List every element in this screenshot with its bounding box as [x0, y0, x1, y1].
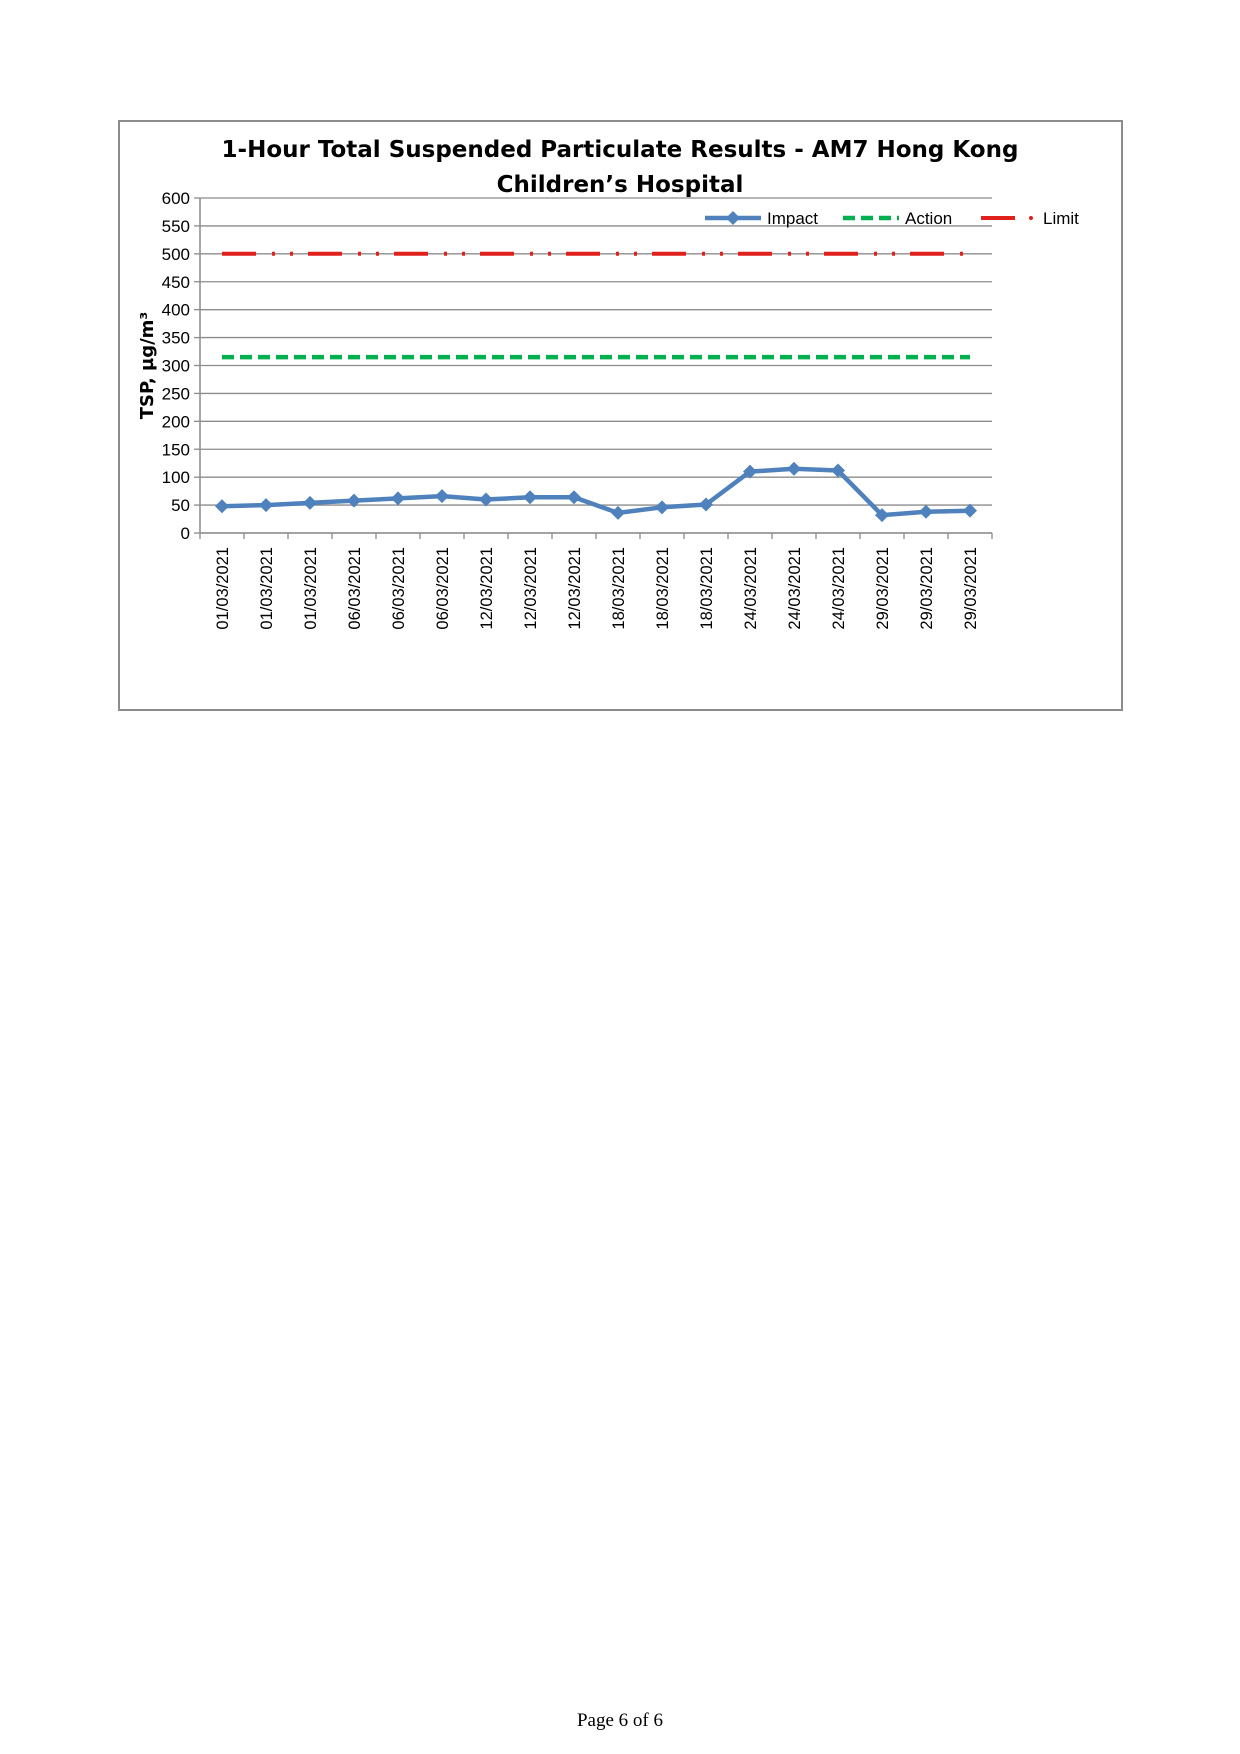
data-point-impact [919, 504, 933, 519]
x-tick-label: 01/03/2021 [214, 547, 232, 630]
chart-title: 1-Hour Total Suspended Particulate Resul… [222, 137, 1019, 198]
data-point-impact [875, 508, 889, 523]
data-point-impact [523, 490, 537, 505]
y-axis-tick-labels: 0 50 100 150 200 250 300 350 400 450 500 550 600 [162, 189, 190, 543]
y-tick-label-50: 50 [171, 496, 190, 515]
chart-title-line-2: Children’s Hospital [497, 172, 744, 198]
data-point-impact [479, 492, 493, 507]
y-tick-label-550: 550 [162, 217, 190, 236]
y-gridlines [194, 197, 992, 534]
x-tick-label: 29/03/2021 [962, 547, 980, 630]
data-series [215, 251, 977, 523]
legend-label-impact: Impact [767, 209, 818, 228]
x-tick-label: 12/03/2021 [522, 547, 540, 630]
x-tick-label: 06/03/2021 [390, 547, 408, 630]
x-tick-label: 18/03/2021 [610, 547, 628, 630]
y-tick-label-200: 200 [162, 412, 190, 431]
x-tick-label: 18/03/2021 [698, 547, 716, 630]
x-tick-label: 29/03/2021 [918, 547, 936, 630]
data-point-impact [787, 461, 801, 476]
data-point-impact [303, 495, 317, 510]
y-tick-label-600: 600 [162, 189, 190, 208]
data-point-impact [567, 490, 581, 505]
y-tick-label-0: 0 [181, 524, 190, 543]
data-point-impact [215, 499, 229, 514]
x-tick-label: 18/03/2021 [654, 547, 672, 630]
x-tick-label: 24/03/2021 [742, 547, 760, 630]
y-tick-label-300: 300 [162, 357, 190, 376]
data-point-impact [699, 497, 713, 512]
y-tick-label-450: 450 [162, 273, 190, 292]
data-point-impact [435, 489, 449, 504]
y-tick-label-400: 400 [162, 301, 190, 320]
data-point-impact [611, 505, 625, 520]
x-tick-label: 06/03/2021 [434, 547, 452, 630]
data-point-impact [391, 491, 405, 506]
x-axis-tick-labels: 01/03/2021 01/03/2021 01/03/2021 06/03/2021… [214, 547, 980, 630]
y-tick-label-250: 250 [162, 384, 190, 403]
x-tick-label: 01/03/2021 [258, 547, 276, 630]
data-point-impact [259, 498, 273, 513]
x-tick-label: 29/03/2021 [874, 547, 892, 630]
y-axis-label: TSP, µg/m³ [137, 312, 158, 420]
series-line-impact [221, 466, 971, 518]
x-tick-label: 24/03/2021 [830, 547, 848, 630]
legend-label-action: Action [905, 209, 952, 228]
data-point-impact [963, 503, 977, 518]
x-tick-label: 12/03/2021 [566, 547, 584, 630]
legend-dot-limit [1029, 216, 1033, 220]
x-tick-label: 12/03/2021 [478, 547, 496, 630]
tsp-line-chart: 1-Hour Total Suspended Particulate Resul… [137, 137, 1079, 630]
x-tick-label: 06/03/2021 [346, 547, 364, 630]
data-point-impact [743, 464, 757, 479]
data-point-impact [831, 463, 845, 478]
y-tick-label-350: 350 [162, 329, 190, 348]
axes [199, 198, 993, 539]
legend: Impact Action Limit [705, 209, 1079, 228]
y-tick-label-100: 100 [162, 468, 190, 487]
x-tick-label: 01/03/2021 [302, 547, 320, 630]
page-number: Page 6 of 6 [576, 1710, 663, 1731]
legend-label-limit: Limit [1043, 209, 1079, 228]
data-point-impact [655, 500, 669, 515]
y-tick-label-150: 150 [162, 440, 190, 459]
x-tick-label: 24/03/2021 [786, 547, 804, 630]
chart-frame: 1-Hour Total Suspended Particulate Resul… [118, 120, 1123, 711]
y-tick-label-500: 500 [162, 245, 190, 264]
data-point-impact [347, 493, 361, 508]
legend-marker-impact [726, 211, 740, 225]
chart-title-line-1: 1-Hour Total Suspended Particulate Resul… [222, 137, 1019, 163]
